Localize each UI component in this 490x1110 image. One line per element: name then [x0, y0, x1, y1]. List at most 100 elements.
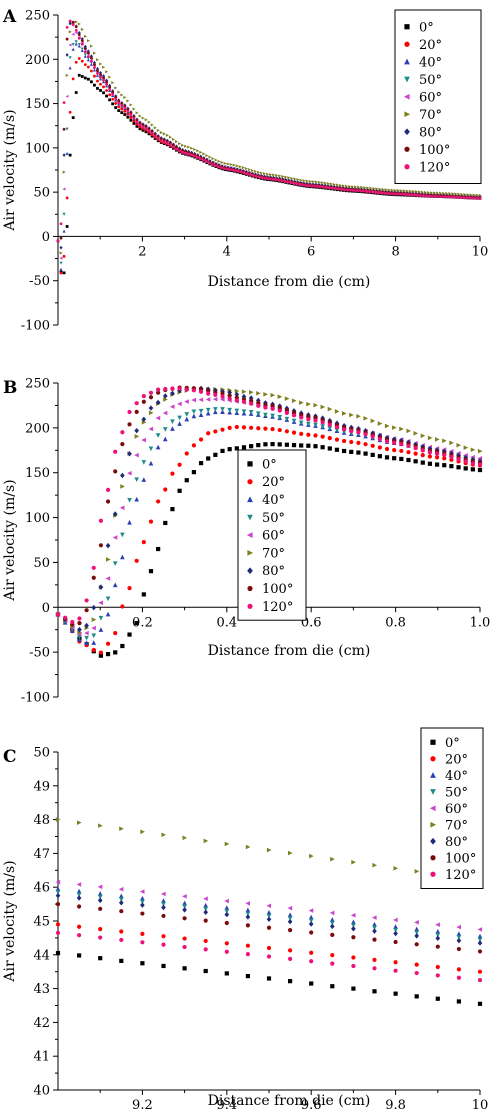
data-point	[83, 50, 87, 54]
data-point	[76, 892, 82, 898]
data-point	[357, 185, 361, 189]
data-point	[369, 186, 373, 190]
data-point	[68, 30, 72, 34]
data-point	[320, 404, 326, 410]
data-point	[182, 916, 187, 921]
data-point	[326, 186, 330, 190]
data-point	[334, 427, 340, 433]
legend-marker	[404, 146, 410, 152]
data-point	[266, 916, 272, 923]
data-point	[456, 937, 462, 944]
data-point	[119, 909, 124, 914]
legend-entry: 70°	[419, 108, 442, 123]
data-point	[326, 181, 330, 186]
data-point	[113, 449, 118, 454]
data-point	[203, 947, 208, 952]
data-point	[214, 158, 218, 162]
data-point	[338, 183, 343, 187]
data-point	[232, 168, 236, 172]
y-axis-label: Air velocity (m/s)	[2, 860, 18, 982]
data-point	[202, 158, 206, 162]
data-point	[384, 455, 390, 460]
data-point	[278, 178, 282, 182]
data-point	[191, 397, 196, 403]
data-point	[77, 616, 82, 621]
data-point	[308, 921, 314, 927]
data-point	[308, 184, 312, 188]
data-point	[445, 195, 449, 199]
legend-entry: 20°	[419, 38, 442, 53]
data-point	[213, 452, 218, 457]
data-point	[120, 484, 125, 489]
data-point	[411, 189, 415, 193]
data-point	[120, 643, 125, 649]
data-point	[356, 440, 361, 445]
data-point	[227, 407, 232, 413]
data-point	[93, 74, 96, 78]
data-point	[281, 174, 285, 178]
data-point	[118, 893, 124, 899]
data-point	[65, 73, 69, 77]
data-point	[184, 416, 190, 422]
data-point	[68, 66, 72, 70]
data-point	[287, 905, 293, 911]
data-point	[191, 443, 196, 448]
data-point	[108, 75, 112, 79]
data-point	[147, 120, 151, 124]
data-point	[96, 69, 99, 73]
data-point	[226, 167, 230, 171]
data-point	[414, 994, 419, 999]
data-point	[323, 181, 327, 185]
data-point	[370, 443, 375, 448]
legend-entry: 60°	[419, 90, 442, 105]
data-point	[187, 145, 191, 149]
data-point	[320, 445, 325, 450]
legend-entry: 60°	[445, 802, 468, 817]
data-point	[366, 190, 370, 193]
data-point	[55, 922, 61, 927]
legend-entry: 100°	[262, 582, 293, 597]
data-point	[97, 897, 103, 904]
data-point	[80, 39, 84, 43]
data-point	[451, 192, 455, 196]
data-point	[80, 59, 84, 63]
data-point	[193, 147, 197, 151]
data-point	[59, 222, 63, 226]
data-point	[112, 511, 118, 517]
data-point	[203, 909, 209, 915]
y-tick-label: -50	[29, 646, 50, 661]
data-point	[253, 174, 257, 178]
data-point	[129, 113, 133, 117]
x-tick-label: 1.0	[470, 615, 490, 630]
data-point	[155, 415, 161, 421]
data-point	[224, 911, 230, 918]
data-point	[224, 909, 230, 914]
data-point	[320, 434, 325, 439]
data-point	[98, 927, 103, 932]
data-point	[442, 452, 447, 458]
legend-marker	[429, 805, 436, 812]
data-point	[372, 937, 377, 942]
data-point	[287, 176, 291, 180]
data-point	[135, 120, 139, 124]
data-point	[406, 428, 411, 434]
data-point	[241, 409, 247, 414]
data-point	[334, 409, 340, 414]
data-point	[235, 169, 239, 173]
data-point	[393, 960, 398, 965]
data-point	[134, 496, 139, 502]
data-point	[284, 416, 290, 422]
data-point	[247, 172, 251, 176]
data-point	[77, 933, 82, 938]
data-point	[112, 535, 118, 540]
x-axis-label: Distance from die (cm)	[208, 274, 371, 290]
data-point	[170, 419, 175, 425]
data-point	[161, 934, 166, 939]
data-point	[435, 944, 440, 949]
data-point	[198, 408, 204, 414]
data-point	[111, 102, 115, 106]
legend-marker	[404, 128, 410, 136]
data-point	[134, 477, 139, 483]
data-point	[114, 95, 118, 99]
data-point	[291, 443, 297, 448]
